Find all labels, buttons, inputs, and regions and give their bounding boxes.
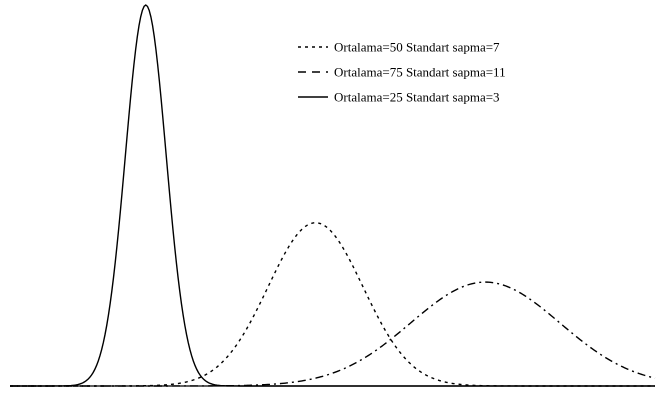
legend-label-2: Ortalama=75 Standart sapma=11: [334, 65, 506, 80]
series-line-1: [10, 222, 655, 387]
series-line-3: [10, 4, 655, 387]
plot-area: [10, 4, 656, 387]
legend-label-1: Ortalama=50 Standart sapma=7: [334, 40, 500, 55]
series-line-2: [10, 281, 656, 387]
legend-label-3: Ortalama=25 Standart sapma=3: [334, 90, 500, 105]
legend: Ortalama=50 Standart sapma=7 Ortalama=75 …: [298, 40, 506, 105]
